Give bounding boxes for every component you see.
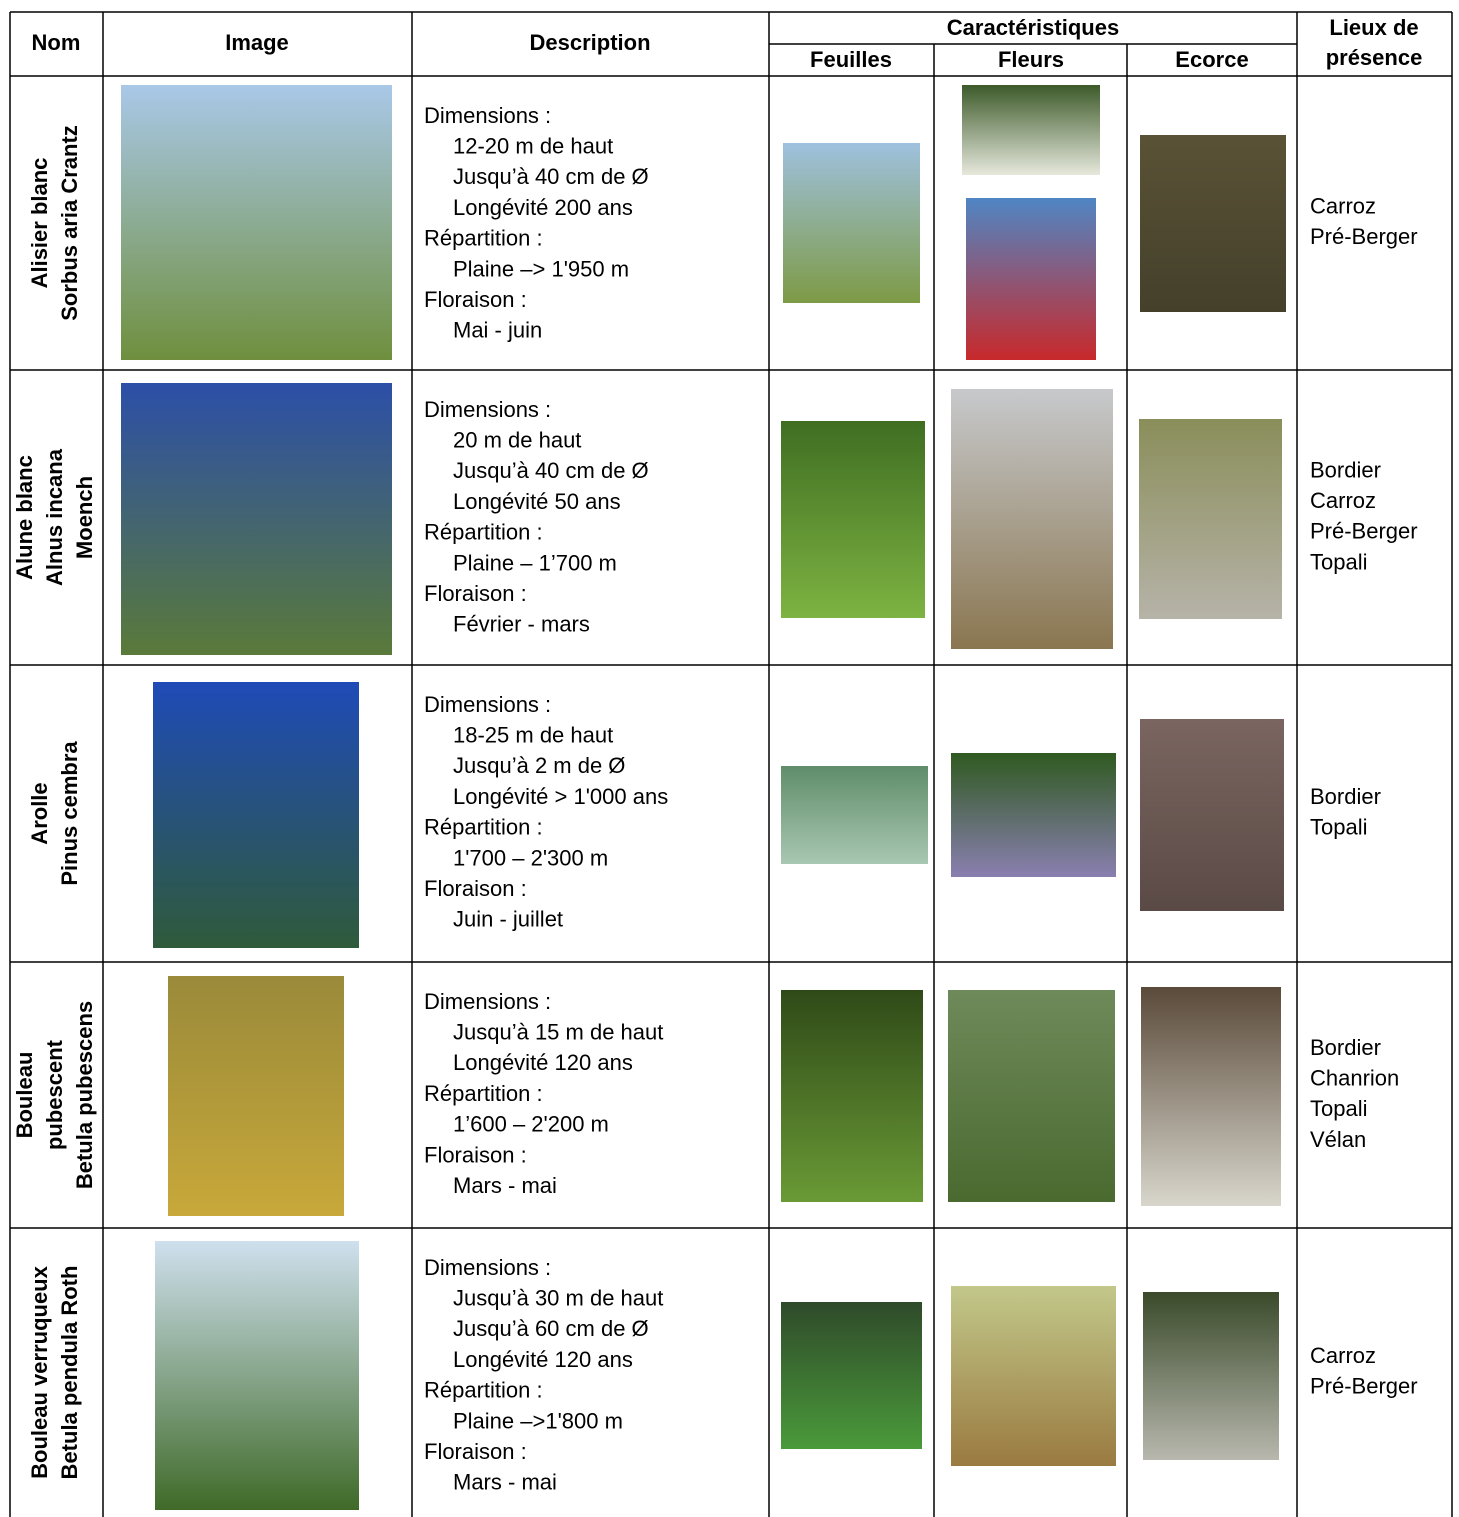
photo [155,1241,359,1510]
description-item: Mars - mai [453,1173,557,1198]
location: Carroz [1310,488,1376,513]
header-ecorce: Ecorce [1175,47,1248,72]
description-label: Répartition : [424,520,543,545]
description-item: 1’600 – 2'200 m [453,1112,609,1137]
photo [1141,987,1281,1206]
header-feuilles: Feuilles [810,47,892,72]
description-item: 1'700 – 2'300 m [453,845,608,870]
photo [168,976,344,1216]
description-item: 12-20 m de haut [453,134,613,159]
location: Bordier [1310,1035,1381,1060]
description-item: Mars - mai [453,1470,557,1495]
species-name: pubescent [42,1039,67,1150]
species-name: Pinus cembra [57,741,82,886]
photo [781,766,928,864]
photo [781,421,925,618]
location: Topali [1310,815,1367,840]
species-name: Betula pendula Roth [57,1266,82,1480]
description-item: Longévité 120 ans [453,1050,633,1075]
photo [781,1302,922,1449]
photo [951,389,1113,649]
photo [121,383,392,655]
location: Chanrion [1310,1065,1399,1090]
description-item: 20 m de haut [453,428,581,453]
description-label: Dimensions : [424,397,551,422]
photo [121,85,392,360]
photo [153,682,359,948]
description-item: Jusqu’à 15 m de haut [453,1020,663,1045]
description-item: Jusqu’à 40 cm de Ø [453,458,649,483]
species-name: Alisier blanc [27,158,52,289]
photo [1140,135,1286,312]
photo [951,753,1116,877]
photo [951,1286,1116,1466]
location: Pré-Berger [1310,1374,1418,1399]
species-name: Bouleau [12,1052,37,1139]
header-caracteristiques: Caractéristiques [947,15,1119,40]
description-item: Février - mars [453,612,590,637]
description-item: Plaine –> 1'950 m [453,256,629,281]
species-name: Moench [72,476,97,559]
species-name: Sorbus aria Crantz [57,125,82,321]
species-name: Betula pubescens [72,1001,97,1189]
description-label: Dimensions : [424,1255,551,1280]
species-name: Bouleau verruqueux [27,1265,52,1478]
description-item: Jusqu’à 40 cm de Ø [453,164,649,189]
photo [1143,1292,1279,1460]
description-item: Mai - juin [453,318,542,343]
photo [948,990,1115,1202]
description-label: Dimensions : [424,103,551,128]
description-item: Longévité 50 ans [453,489,621,514]
description-item: Longévité 200 ans [453,195,633,220]
description-label: Répartition : [424,815,543,840]
location: Pré-Berger [1310,224,1418,249]
description-item: Plaine – 1’700 m [453,550,617,575]
location: Carroz [1310,1343,1376,1368]
photo [966,198,1096,360]
description-item: Juin - juillet [453,907,563,932]
location: Vélan [1310,1127,1366,1152]
description-label: Répartition : [424,1378,543,1403]
description-item: Longévité 120 ans [453,1347,633,1372]
photo [783,143,920,303]
description-label: Floraison : [424,876,527,901]
table-grid [9,11,1453,1517]
description-item: Jusqu’à 60 cm de Ø [453,1316,649,1341]
header-description: Description [529,30,650,55]
location: Carroz [1310,193,1376,218]
description-item: Jusqu’à 2 m de Ø [453,753,625,778]
photo [1139,419,1282,619]
species-name: Alune blanc [12,455,37,580]
species-name: Alnus incana [42,448,67,586]
description-label: Dimensions : [424,989,551,1014]
header-nom: Nom [32,30,81,55]
location: Topali [1310,549,1367,574]
photo [781,990,923,1202]
photo [1140,719,1284,911]
location: Bordier [1310,457,1381,482]
header-fleurs: Fleurs [998,47,1064,72]
location: Bordier [1310,784,1381,809]
description-item: 18-25 m de haut [453,723,613,748]
description-label: Floraison : [424,1439,527,1464]
description-label: Dimensions : [424,692,551,717]
location: Pré-Berger [1310,519,1418,544]
description-label: Répartition : [424,1081,543,1106]
species-name: Arolle [27,782,52,844]
header-lieux: présence [1326,45,1423,70]
description-label: Floraison : [424,287,527,312]
description-label: Répartition : [424,226,543,251]
description-item: Longévité > 1'000 ans [453,784,668,809]
description-label: Floraison : [424,1142,527,1167]
location: Topali [1310,1096,1367,1121]
description-item: Plaine –>1'800 m [453,1408,623,1433]
description-item: Jusqu’à 30 m de haut [453,1286,663,1311]
photo [962,85,1100,175]
header-lieux: Lieux de [1329,15,1418,40]
description-label: Floraison : [424,581,527,606]
header-image: Image [225,30,289,55]
